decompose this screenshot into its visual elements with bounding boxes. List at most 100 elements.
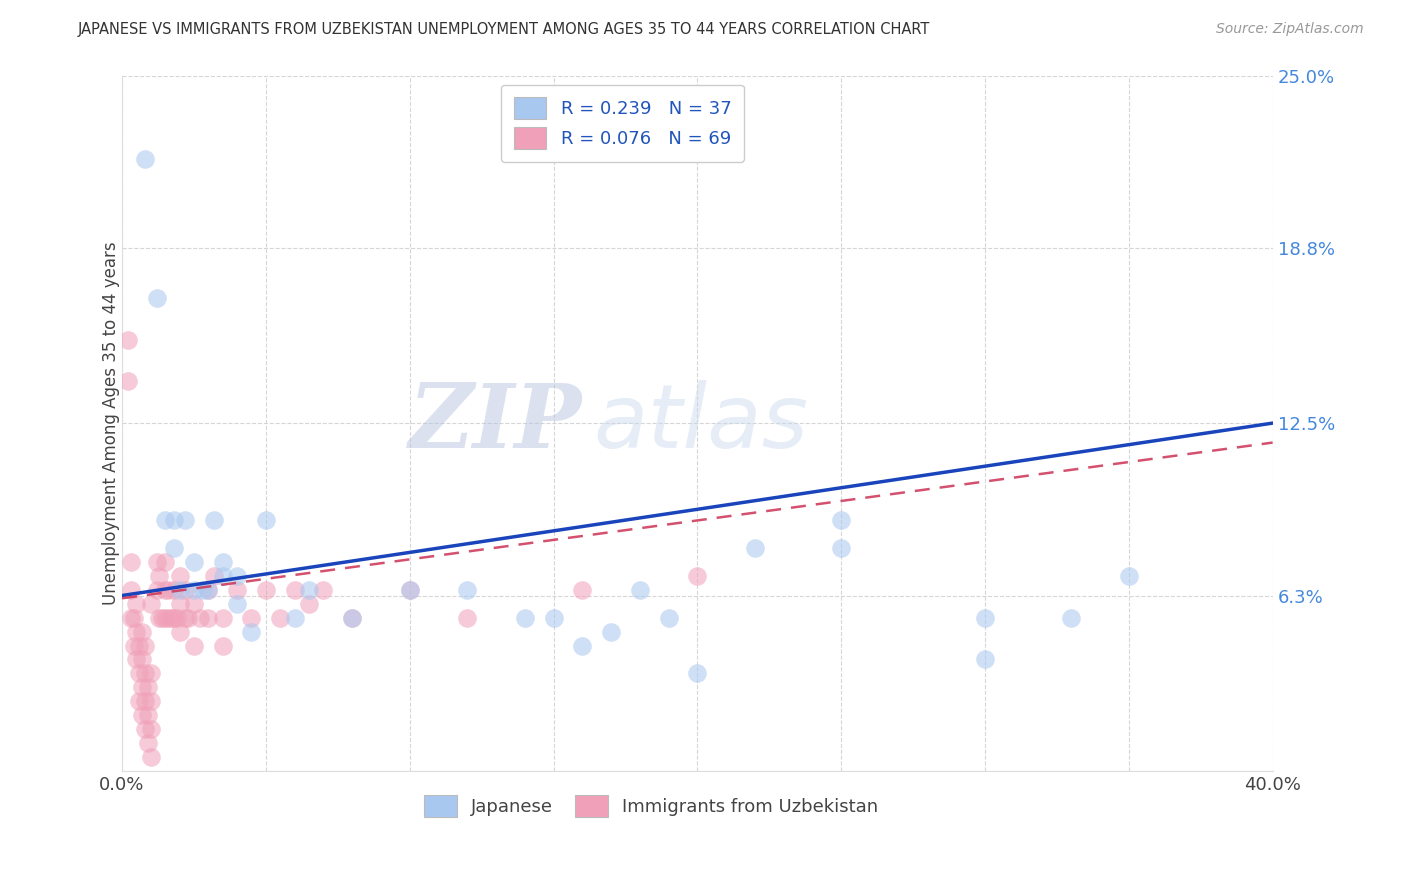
Point xyxy=(117,375,139,389)
Point xyxy=(284,582,307,597)
Point xyxy=(125,624,148,639)
Point xyxy=(136,708,159,723)
Point xyxy=(148,569,170,583)
Point xyxy=(120,555,142,569)
Point xyxy=(211,639,233,653)
Point xyxy=(163,541,186,556)
Point xyxy=(177,611,200,625)
Point xyxy=(686,569,709,583)
Point xyxy=(134,152,156,166)
Point xyxy=(131,624,153,639)
Point xyxy=(974,652,997,666)
Point xyxy=(211,611,233,625)
Point xyxy=(145,582,167,597)
Point xyxy=(122,611,145,625)
Point xyxy=(974,611,997,625)
Point xyxy=(183,582,205,597)
Point xyxy=(157,582,180,597)
Point xyxy=(153,611,176,625)
Point xyxy=(686,666,709,681)
Point xyxy=(513,611,536,625)
Point xyxy=(157,611,180,625)
Point xyxy=(128,694,150,708)
Point xyxy=(128,639,150,653)
Point xyxy=(240,624,263,639)
Point xyxy=(139,597,162,611)
Point xyxy=(174,611,197,625)
Legend: Japanese, Immigrants from Uzbekistan: Japanese, Immigrants from Uzbekistan xyxy=(418,788,886,824)
Point xyxy=(174,582,197,597)
Point xyxy=(125,652,148,666)
Point xyxy=(131,708,153,723)
Point xyxy=(183,639,205,653)
Point xyxy=(197,582,219,597)
Point xyxy=(131,652,153,666)
Y-axis label: Unemployment Among Ages 35 to 44 years: Unemployment Among Ages 35 to 44 years xyxy=(103,242,120,605)
Point xyxy=(120,611,142,625)
Point xyxy=(456,582,478,597)
Point xyxy=(131,680,153,694)
Point xyxy=(298,597,321,611)
Point xyxy=(134,666,156,681)
Point xyxy=(136,680,159,694)
Point xyxy=(163,582,186,597)
Point xyxy=(254,513,277,527)
Point xyxy=(169,597,191,611)
Point xyxy=(183,555,205,569)
Point xyxy=(166,611,188,625)
Point xyxy=(226,569,249,583)
Point xyxy=(202,513,225,527)
Point xyxy=(1118,569,1140,583)
Point xyxy=(120,582,142,597)
Point xyxy=(153,513,176,527)
Point xyxy=(169,569,191,583)
Point xyxy=(139,694,162,708)
Point xyxy=(169,624,191,639)
Point xyxy=(340,611,363,625)
Point xyxy=(600,624,623,639)
Point xyxy=(134,722,156,736)
Point xyxy=(830,541,852,556)
Point xyxy=(160,611,183,625)
Point xyxy=(139,749,162,764)
Point xyxy=(744,541,766,556)
Point xyxy=(543,611,565,625)
Point xyxy=(191,582,214,597)
Point xyxy=(183,597,205,611)
Point xyxy=(298,582,321,597)
Point xyxy=(226,597,249,611)
Point xyxy=(398,582,420,597)
Point xyxy=(117,333,139,347)
Point xyxy=(254,582,277,597)
Point xyxy=(226,582,249,597)
Point xyxy=(211,555,233,569)
Point xyxy=(122,639,145,653)
Text: atlas: atlas xyxy=(593,380,808,467)
Point xyxy=(139,722,162,736)
Text: JAPANESE VS IMMIGRANTS FROM UZBEKISTAN UNEMPLOYMENT AMONG AGES 35 TO 44 YEARS CO: JAPANESE VS IMMIGRANTS FROM UZBEKISTAN U… xyxy=(77,22,929,37)
Point xyxy=(148,611,170,625)
Point xyxy=(830,513,852,527)
Point xyxy=(628,582,651,597)
Text: ZIP: ZIP xyxy=(409,380,582,467)
Text: Source: ZipAtlas.com: Source: ZipAtlas.com xyxy=(1216,22,1364,37)
Point xyxy=(139,666,162,681)
Point xyxy=(398,582,420,597)
Point xyxy=(571,582,593,597)
Point xyxy=(658,611,681,625)
Point xyxy=(1060,611,1083,625)
Point xyxy=(145,291,167,305)
Point xyxy=(188,611,211,625)
Point xyxy=(202,569,225,583)
Point xyxy=(197,611,219,625)
Point xyxy=(284,611,307,625)
Point xyxy=(340,611,363,625)
Point xyxy=(211,569,233,583)
Point xyxy=(163,611,186,625)
Point xyxy=(153,555,176,569)
Point xyxy=(163,513,186,527)
Point xyxy=(125,597,148,611)
Point xyxy=(145,555,167,569)
Point xyxy=(128,666,150,681)
Point xyxy=(312,582,335,597)
